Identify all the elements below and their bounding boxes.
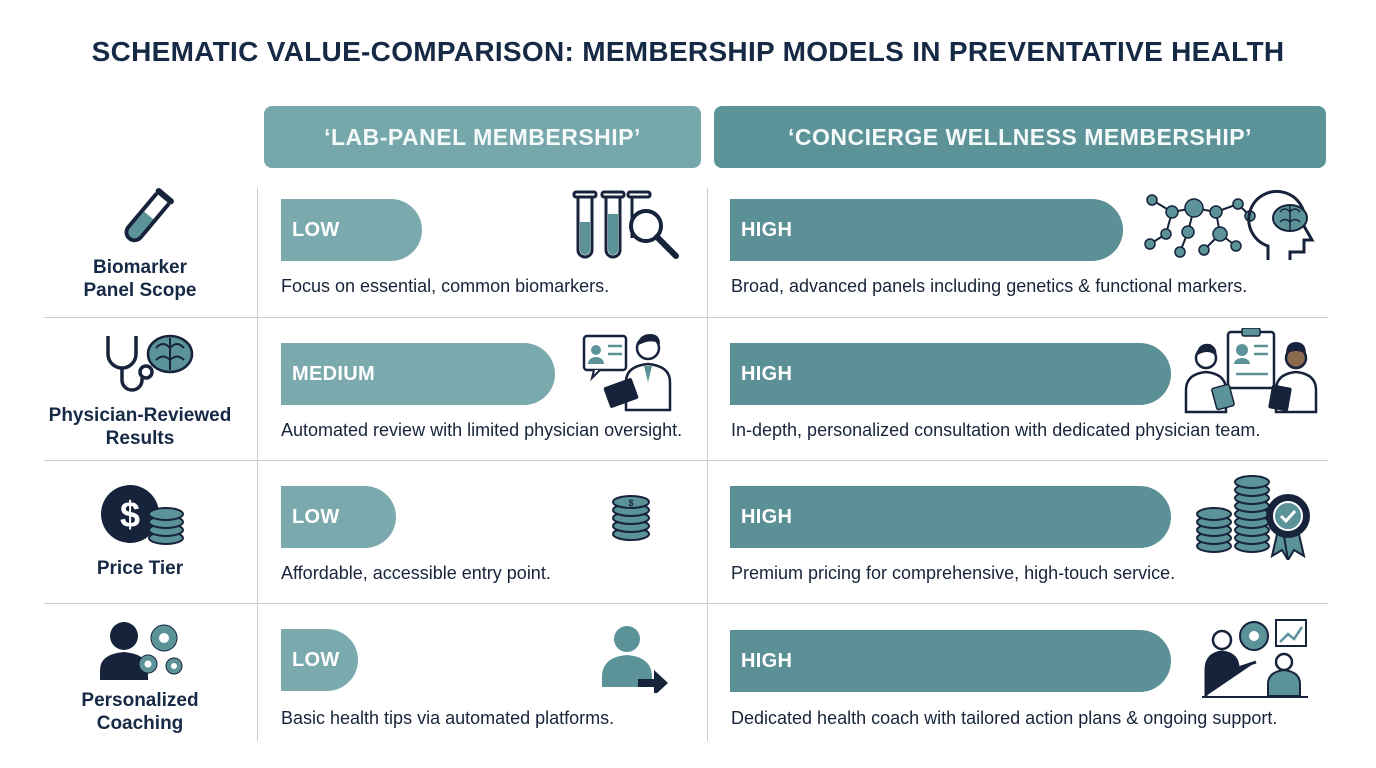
test-tube-icon	[108, 184, 184, 255]
svg-text:$: $	[120, 494, 140, 535]
description-lab: Affordable, accessible entry point.	[281, 563, 551, 583]
row-label-line: Personalized	[81, 690, 199, 711]
svg-text:$: $	[628, 498, 633, 508]
person-arrow-icon	[600, 625, 670, 698]
row-label-price: Price Tier	[40, 557, 240, 580]
level-pill-concierge: HIGH	[730, 199, 1123, 261]
divider	[257, 188, 258, 741]
level-pill-lab: LOW	[281, 486, 396, 548]
row-label-coaching: Personalized Coaching	[40, 689, 240, 735]
description-concierge: In-depth, personalized consultation with…	[731, 420, 1261, 440]
description-lab: Automated review with limited physician …	[281, 420, 683, 440]
description-concierge: Dedicated health coach with tailored act…	[731, 708, 1278, 728]
row-label-line: Panel Scope	[83, 280, 197, 301]
row-label-line: Coaching	[96, 713, 184, 734]
row-label-physician: Physician-Reviewed Results	[40, 404, 240, 450]
divider	[44, 460, 1328, 461]
divider	[44, 603, 1328, 604]
coin-stack-icon: $	[610, 492, 652, 547]
row-label-line: Results	[105, 428, 175, 449]
page-title: SCHEMATIC VALUE-COMPARISON: MEMBERSHIP M…	[91, 36, 1285, 67]
divider	[44, 317, 1328, 318]
dollar-coins-icon: $	[100, 484, 186, 553]
divider	[707, 188, 708, 741]
person-gears-icon	[98, 620, 186, 687]
description-lab: Basic health tips via automated platform…	[281, 708, 615, 728]
description-lab: Focus on essential, common biomarkers.	[281, 276, 610, 296]
row-label-line: Biomarker	[93, 257, 187, 278]
level-pill-lab: LOW	[281, 199, 422, 261]
stethoscope-brain-icon	[102, 332, 194, 403]
row-label-line: Price Tier	[96, 558, 184, 579]
test-tubes-magnifier-icon	[572, 188, 682, 269]
description-concierge: Broad, advanced panels including genetic…	[731, 276, 1248, 296]
level-pill-lab: MEDIUM	[281, 343, 555, 405]
row-label-biomarker: Biomarker Panel Scope	[40, 256, 240, 302]
physician-team-icon	[1184, 327, 1328, 419]
level-pill-concierge: HIGH	[730, 630, 1171, 692]
level-pill-concierge: HIGH	[730, 486, 1171, 548]
physician-tablet-icon	[582, 332, 682, 417]
column-header-lab-panel: ‘LAB-PANEL MEMBERSHIP’	[264, 106, 701, 168]
network-brain-icon	[1140, 186, 1326, 271]
column-header-concierge: ‘CONCIERGE WELLNESS MEMBERSHIP’	[714, 106, 1326, 168]
level-pill-lab: LOW	[281, 629, 358, 691]
coins-badge-icon	[1194, 474, 1318, 565]
level-pill-concierge: HIGH	[730, 343, 1171, 405]
coach-meeting-icon	[1198, 616, 1312, 705]
row-label-line: Physician-Reviewed	[48, 405, 232, 426]
description-concierge: Premium pricing for comprehensive, high-…	[731, 563, 1176, 583]
